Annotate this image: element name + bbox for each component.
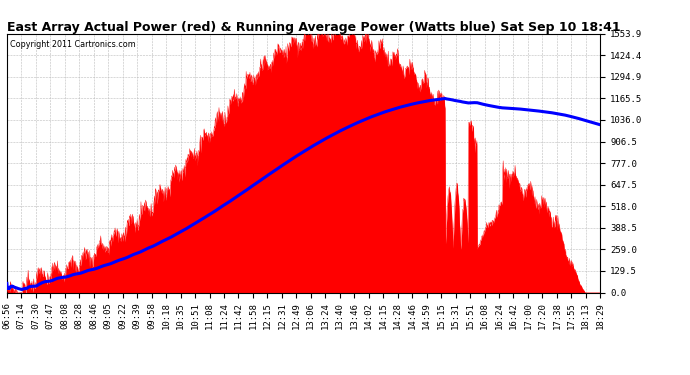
Text: East Array Actual Power (red) & Running Average Power (Watts blue) Sat Sep 10 18: East Array Actual Power (red) & Running …: [7, 21, 620, 34]
Text: Copyright 2011 Cartronics.com: Copyright 2011 Cartronics.com: [10, 40, 136, 49]
